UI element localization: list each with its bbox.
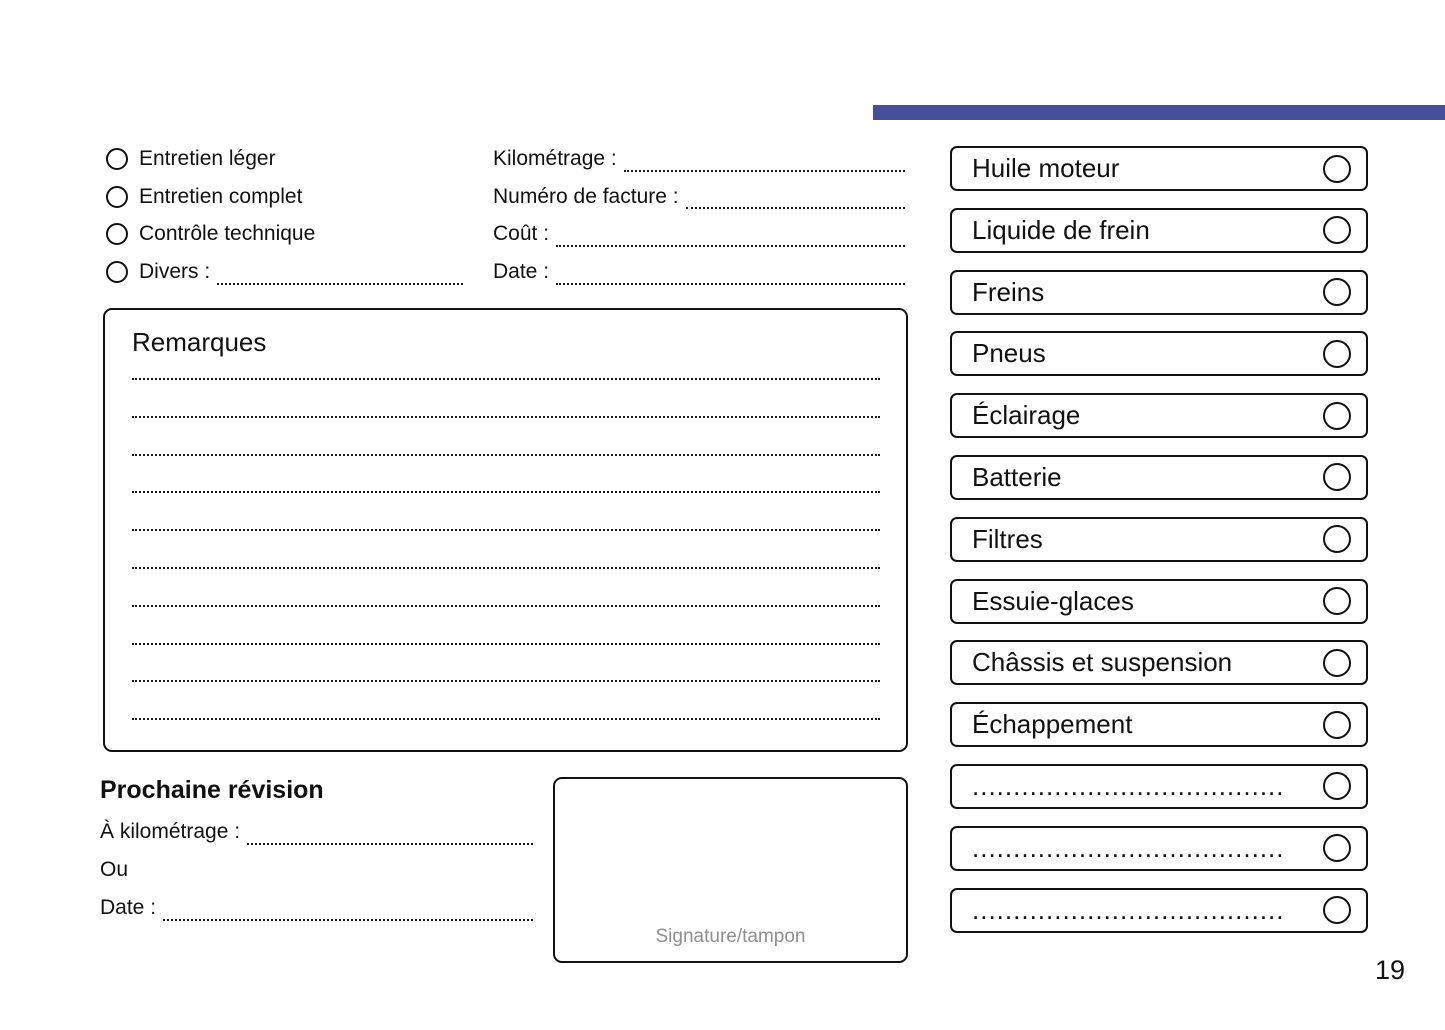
field-label: À kilométrage :: [100, 820, 241, 843]
field-numero-de-facture: Numéro de facture :: [493, 178, 905, 216]
inspection-checklist: Huile moteur Liquide de frein Freins Pne…: [950, 146, 1368, 933]
checklist-item-eclairage: Éclairage: [950, 393, 1368, 439]
accent-bar: [873, 105, 1445, 120]
remark-line: [132, 456, 880, 494]
remark-line: [132, 418, 880, 456]
field-label: Ou: [100, 858, 129, 881]
service-type-controle-technique: Contrôle technique: [106, 215, 463, 253]
dotted-fill-line: [217, 282, 463, 285]
check-circle-icon[interactable]: [1323, 278, 1351, 307]
check-circle-icon[interactable]: [1323, 401, 1351, 430]
checklist-item-label: ......................................: [972, 770, 1285, 801]
remark-line: [132, 645, 880, 683]
field-label: Numéro de facture :: [493, 184, 679, 208]
checklist-item-label: Échappement: [972, 709, 1133, 740]
dotted-fill-line: [556, 282, 905, 285]
check-circle-icon[interactable]: [1323, 525, 1351, 554]
checklist-item-liquide-de-frein: Liquide de frein: [950, 207, 1368, 253]
checklist-item-label: Châssis et suspension: [972, 647, 1233, 678]
checklist-item-label: Batterie: [972, 461, 1062, 492]
checklist-item-echappement: Échappement: [950, 702, 1368, 748]
check-circle-icon[interactable]: [1323, 834, 1351, 863]
radio-circle-icon[interactable]: [106, 223, 128, 246]
service-type-entretien-leger: Entretien léger: [106, 140, 463, 178]
checklist-item-label: Pneus: [972, 338, 1046, 369]
field-next-date: Date :: [100, 889, 533, 927]
check-circle-icon[interactable]: [1323, 463, 1351, 492]
radio-circle-icon[interactable]: [106, 147, 128, 170]
service-type-label: Entretien complet: [139, 184, 303, 208]
check-circle-icon[interactable]: [1323, 648, 1351, 677]
checklist-item-essuie-glaces: Essuie-glaces: [950, 578, 1368, 624]
remarks-box: Remarques: [103, 308, 908, 752]
service-type-list: Entretien léger Entretien complet Contrô…: [106, 140, 463, 291]
dotted-fill-line: [247, 843, 533, 845]
field-label: Coût :: [493, 222, 550, 246]
remark-line: [132, 569, 880, 607]
check-circle-icon[interactable]: [1323, 339, 1351, 368]
next-service-section: Prochaine révision À kilométrage : Ou Da…: [100, 775, 533, 927]
service-type-label: Contrôle technique: [139, 222, 316, 246]
field-kilometrage: Kilométrage :: [493, 140, 905, 178]
next-service-title: Prochaine révision: [100, 776, 324, 804]
signature-box: Signature/tampon: [553, 777, 908, 963]
checklist-item-chassis-et-suspension: Châssis et suspension: [950, 640, 1368, 686]
remark-line: [132, 682, 880, 721]
dotted-fill-line: [685, 207, 905, 210]
checklist-item-blank-3: ......................................: [950, 887, 1368, 933]
checklist-item-batterie: Batterie: [950, 454, 1368, 500]
checklist-item-label: Essuie-glaces: [972, 585, 1134, 616]
remark-line: [132, 380, 880, 418]
check-circle-icon[interactable]: [1323, 216, 1351, 245]
checklist-item-label: ......................................: [972, 894, 1285, 925]
service-type-label: Entretien léger: [139, 146, 276, 170]
check-circle-icon[interactable]: [1323, 896, 1351, 925]
field-label: Date :: [100, 896, 157, 919]
checklist-item-huile-moteur: Huile moteur: [950, 146, 1368, 191]
check-circle-icon[interactable]: [1323, 154, 1351, 183]
dotted-fill-line: [163, 919, 533, 921]
checklist-item-label: Éclairage: [972, 400, 1081, 431]
remark-line: [132, 356, 880, 380]
service-type-entretien-complet: Entretien complet: [106, 178, 463, 216]
checklist-item-freins: Freins: [950, 269, 1368, 315]
checklist-item-label: Freins: [972, 276, 1045, 307]
radio-circle-icon[interactable]: [106, 260, 128, 283]
check-circle-icon[interactable]: [1323, 587, 1351, 616]
remark-line: [132, 607, 880, 645]
remark-line: [132, 493, 880, 532]
field-cout: Coût :: [493, 215, 905, 253]
field-date: Date :: [493, 253, 905, 291]
remark-line: [132, 531, 880, 569]
dotted-fill-line: [623, 169, 905, 172]
checklist-item-label: ......................................: [972, 832, 1285, 863]
field-next-kilometrage: À kilométrage :: [100, 813, 533, 851]
checklist-item-label: Huile moteur: [972, 153, 1120, 183]
service-type-label: Divers :: [139, 259, 211, 283]
dotted-fill-line: [556, 245, 905, 248]
field-label: Kilométrage :: [493, 146, 617, 170]
radio-circle-icon[interactable]: [106, 185, 128, 208]
checklist-item-pneus: Pneus: [950, 331, 1368, 377]
checklist-item-label: Filtres: [972, 523, 1043, 554]
invoice-field-list: Kilométrage : Numéro de facture : Coût :…: [493, 140, 905, 291]
service-type-divers: Divers :: [106, 253, 463, 291]
remarks-title: Remarques: [132, 327, 267, 357]
next-service-or: Ou: [100, 851, 533, 889]
checklist-item-blank-1: ......................................: [950, 763, 1368, 809]
check-circle-icon[interactable]: [1323, 710, 1351, 739]
check-circle-icon[interactable]: [1323, 772, 1351, 801]
checklist-item-blank-2: ......................................: [950, 825, 1368, 871]
field-label: Date :: [493, 259, 550, 283]
page-number: 19: [1374, 955, 1406, 985]
checklist-item-label: Liquide de frein: [972, 214, 1150, 245]
signature-label: Signature/tampon: [655, 926, 806, 947]
checklist-item-filtres: Filtres: [950, 516, 1368, 562]
